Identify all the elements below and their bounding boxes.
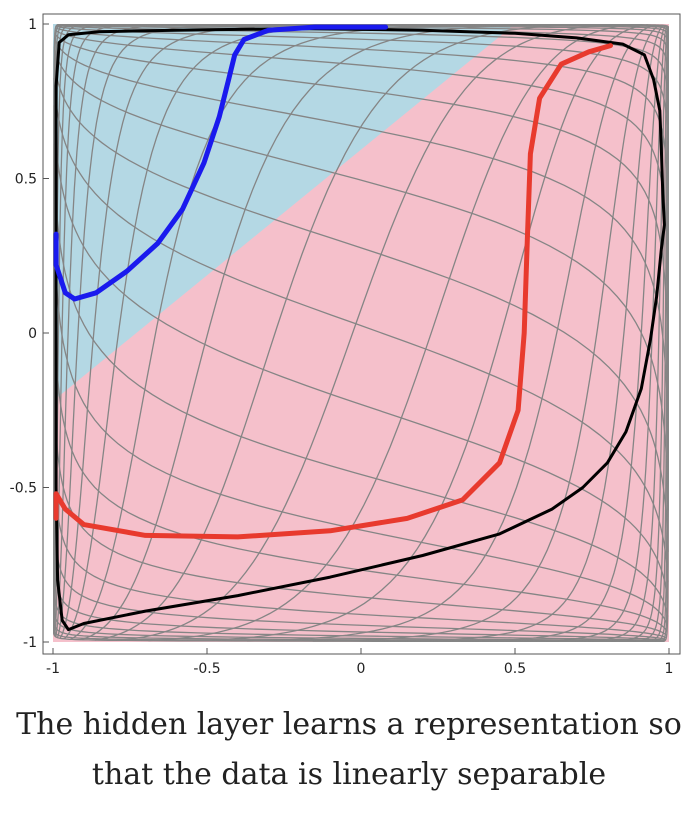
x-tick-label: -0.5 [193,661,220,677]
background-regions [53,24,669,642]
boundary-curve [54,27,666,632]
grid-line [511,25,668,642]
grid-line [312,24,661,642]
grid-line [383,24,664,642]
x-tick-label: -1 [46,661,60,677]
y-tick-label: 0.5 [15,172,37,188]
grid-line [191,24,648,642]
grid-line [148,24,637,642]
caption-line-2: that the data is linearly separable [91,757,607,792]
x-tick-label: 0 [357,661,366,677]
chart: -1 -0.5 0 0.5 1 1 0.5 0 -0.5 -1 [10,13,681,677]
caption: The hidden layer learns a representation… [0,700,698,800]
series-line-1 [53,24,389,302]
grid-line [54,29,669,322]
y-tick-label: 0 [28,326,37,342]
caption-line-1: The hidden layer learns a representation… [16,707,682,742]
grid-line [54,32,669,392]
y-tick-label: 1 [28,17,37,33]
grid-line [594,26,669,642]
blue-region [53,24,515,401]
grid-line [247,24,656,642]
series-line-2 [53,43,613,540]
grid-line [558,25,669,642]
series-layer [53,24,666,632]
y-tick-label: -1 [23,635,37,651]
grid-line [53,38,669,457]
grid-line [63,24,669,30]
x-tick-label: 0.5 [504,661,526,677]
warped-grid [53,24,669,642]
y-tick-label: -0.5 [10,481,37,497]
grid-line [660,29,669,642]
x-tick-label: 1 [665,661,674,677]
grid-line [53,46,669,511]
grid-line [53,59,669,552]
axes: -1 -0.5 0 0.5 1 1 0.5 0 -0.5 -1 [10,13,681,677]
